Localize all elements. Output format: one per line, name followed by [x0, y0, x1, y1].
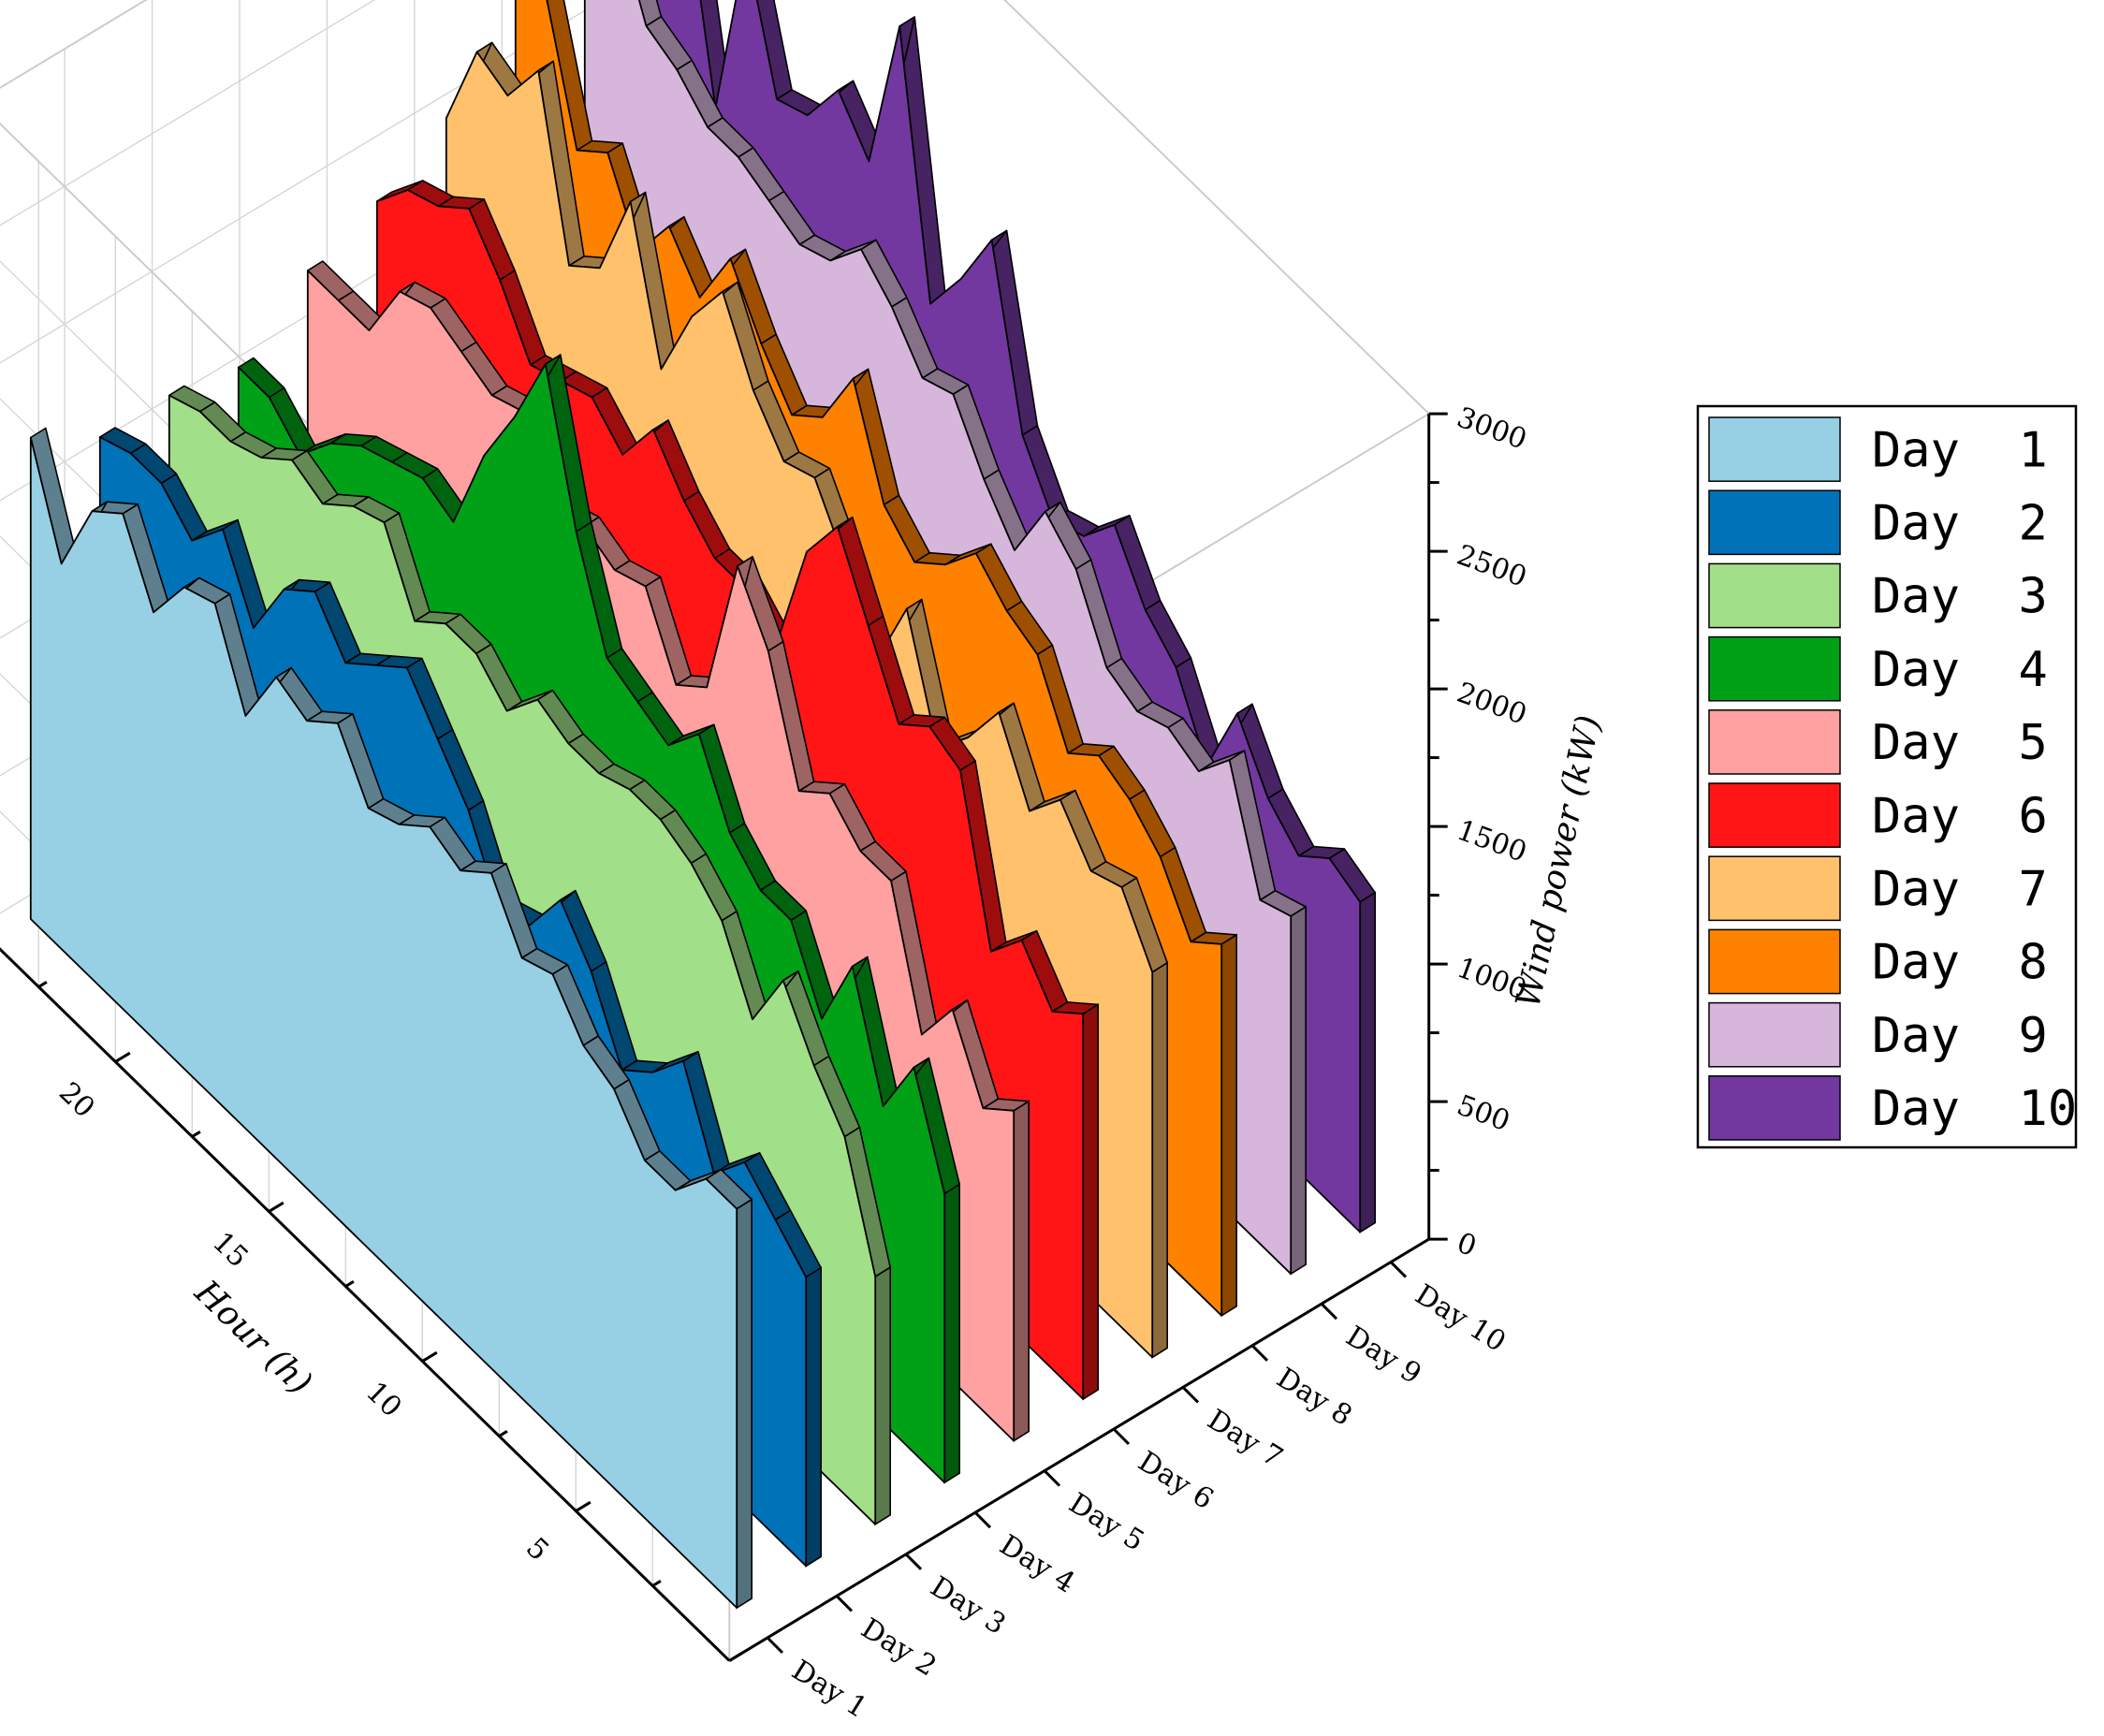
series-end-face — [1013, 1100, 1030, 1443]
legend-swatch — [1708, 635, 1841, 702]
legend-label: Day 9 — [1872, 1008, 2048, 1064]
day-tick-label: Day 4 — [994, 1528, 1081, 1599]
day-tick — [1043, 1469, 1061, 1487]
hour-axis-line — [0, 947, 731, 1662]
hour-tick — [37, 981, 48, 988]
legend-label: Day 5 — [1872, 715, 2048, 771]
series-end-face — [943, 1183, 960, 1484]
legend-swatch — [1708, 489, 1841, 556]
legend-label: Day 2 — [1872, 496, 2048, 552]
day-tick — [766, 1636, 784, 1655]
legend-swatch — [1708, 562, 1841, 629]
series-end-face — [736, 1198, 753, 1610]
series-walls — [29, 0, 1376, 1610]
day-tick-label: Day 1 — [786, 1654, 873, 1725]
legend-label: Day 6 — [1872, 788, 2048, 844]
day-tick-label: Day 3 — [925, 1570, 1012, 1641]
day-tick-label: Day 8 — [1271, 1362, 1358, 1433]
legend-swatch — [1708, 928, 1841, 995]
legend-label: Day 7 — [1872, 862, 2048, 918]
legend-swatch — [1708, 782, 1841, 848]
z-tick-label: 2500 — [1453, 539, 1531, 594]
series-end-face — [1151, 961, 1168, 1359]
z-tick-label: 2000 — [1453, 677, 1531, 732]
day-tick-label: Day 7 — [1202, 1404, 1289, 1475]
day-tick-label: Day 2 — [855, 1612, 942, 1684]
legend-label: Day 3 — [1872, 569, 2048, 625]
hour-tick — [268, 1201, 285, 1213]
day-tick — [1320, 1303, 1338, 1320]
series-end-face — [1220, 933, 1237, 1318]
hour-tick-label: 20 — [52, 1076, 101, 1125]
series-wall — [29, 427, 753, 1610]
legend: Day 1 Day 2 Day 3 Day 4 Day 5 Day 6 Day 7 Day 8… — [1696, 404, 2078, 1149]
day-tick — [973, 1511, 992, 1529]
series-end-face — [1290, 905, 1307, 1276]
series-end-face — [874, 1265, 892, 1526]
legend-label: Day 10 — [1872, 1081, 2077, 1137]
day-tick — [835, 1595, 854, 1612]
legend-label: Day 4 — [1872, 642, 2048, 698]
day-tick-label: Day 5 — [1063, 1487, 1150, 1558]
z-tick-label: 500 — [1453, 1089, 1514, 1138]
hour-axis-title: Hour (h) — [186, 1273, 319, 1403]
z-tick-label: 0 — [1453, 1227, 1481, 1263]
day-tick-label: Day 6 — [1132, 1445, 1220, 1516]
series-end-face — [805, 1266, 823, 1568]
day-tick-label: Day 9 — [1340, 1320, 1427, 1391]
day-tick — [1389, 1261, 1408, 1278]
day-tick — [1181, 1386, 1200, 1404]
day-tick-label: Day 10 — [1410, 1278, 1512, 1359]
legend-swatch — [1708, 1075, 1841, 1141]
hour-tick-label: 5 — [519, 1531, 555, 1567]
series-end-face — [1359, 891, 1376, 1234]
plot-box-top — [0, 0, 1431, 837]
legend-label: Day 1 — [1872, 422, 2048, 478]
hour-tick — [651, 1580, 662, 1587]
series-top-edge — [756, 0, 793, 100]
legend-label: Day 8 — [1872, 935, 2048, 991]
series-face — [29, 436, 738, 1609]
z-tick-label: 3000 — [1453, 401, 1531, 457]
hour-tick-label: 15 — [206, 1226, 255, 1275]
hour-tick — [344, 1280, 355, 1288]
day-tick — [1112, 1427, 1131, 1446]
legend-swatch — [1708, 416, 1841, 482]
hour-tick — [498, 1430, 508, 1437]
day-tick — [904, 1553, 923, 1570]
hour-tick — [191, 1131, 201, 1138]
legend-swatch — [1708, 855, 1841, 922]
hour-tick — [421, 1350, 438, 1363]
hour-tick-label: 10 — [359, 1376, 408, 1424]
hour-tick — [114, 1051, 131, 1063]
day-tick — [1250, 1344, 1269, 1362]
hour-tick — [575, 1500, 592, 1512]
series-end-face — [1082, 1002, 1099, 1401]
legend-swatch — [1708, 709, 1841, 775]
z-axis-title: Wind power (kW) — [1509, 712, 1608, 1012]
day-axis-line — [728, 1237, 1430, 1662]
legend-swatch — [1708, 1001, 1841, 1068]
z-tick-label: 1500 — [1453, 814, 1531, 869]
